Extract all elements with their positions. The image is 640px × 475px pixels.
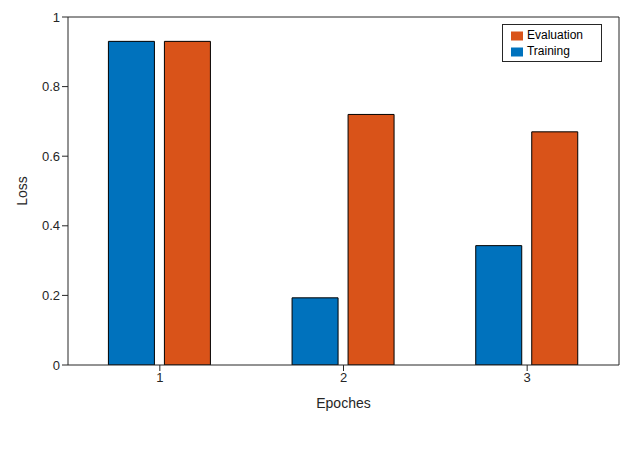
html-text:Training: Training — [527, 44, 570, 58]
svg-text:0.8: 0.8 — [42, 79, 60, 94]
html-text:Evaluation: Evaluation — [527, 28, 583, 42]
svg-text:1: 1 — [156, 370, 163, 385]
svg-text:1: 1 — [53, 10, 60, 25]
svg-text:0: 0 — [53, 358, 60, 373]
svg-text:0.4: 0.4 — [42, 218, 60, 233]
svg-text:Loss: Loss — [14, 176, 30, 206]
svg-text:3: 3 — [524, 370, 531, 385]
svg-text:2: 2 — [340, 370, 347, 385]
svg-text:Epoches: Epoches — [316, 395, 370, 411]
svg-text:0.2: 0.2 — [42, 288, 60, 303]
svg-text:0.6: 0.6 — [42, 149, 60, 164]
